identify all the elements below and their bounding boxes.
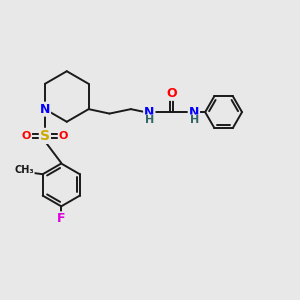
Text: N: N: [144, 106, 154, 118]
Text: H: H: [190, 116, 199, 125]
Text: O: O: [166, 87, 177, 100]
Text: O: O: [58, 131, 68, 141]
Text: N: N: [40, 103, 50, 116]
Text: O: O: [22, 131, 31, 141]
Text: CH₃: CH₃: [14, 165, 34, 175]
Text: N: N: [189, 106, 199, 118]
Text: S: S: [40, 129, 50, 143]
Text: F: F: [57, 212, 65, 225]
Text: H: H: [145, 116, 154, 125]
